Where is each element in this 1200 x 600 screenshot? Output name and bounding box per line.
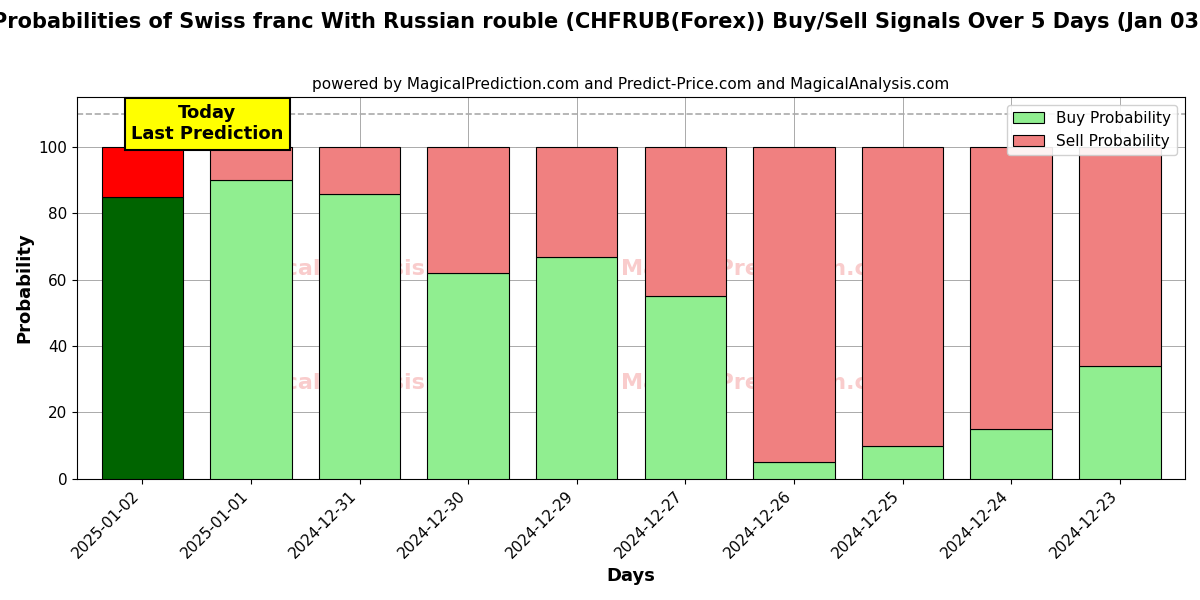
- Bar: [644, 296, 726, 479]
- Bar: [536, 257, 618, 479]
- Bar: [754, 147, 835, 462]
- Bar: [210, 180, 292, 479]
- Bar: [210, 147, 292, 180]
- Bar: [427, 273, 509, 479]
- Bar: [536, 147, 618, 257]
- Bar: [319, 194, 401, 479]
- Bar: [319, 147, 401, 194]
- Bar: [862, 446, 943, 479]
- Title: powered by MagicalPrediction.com and Predict-Price.com and MagicalAnalysis.com: powered by MagicalPrediction.com and Pre…: [312, 77, 949, 92]
- Text: MagicalPrediction.com: MagicalPrediction.com: [622, 373, 907, 394]
- Bar: [102, 147, 184, 197]
- X-axis label: Days: Days: [607, 567, 655, 585]
- Text: Probabilities of Swiss franc With Russian rouble (CHFRUB(Forex)) Buy/Sell Signal: Probabilities of Swiss franc With Russia…: [0, 12, 1200, 32]
- Bar: [1079, 366, 1160, 479]
- Bar: [427, 147, 509, 273]
- Text: MagicalAnalysis.com: MagicalAnalysis.com: [223, 259, 485, 279]
- Bar: [754, 462, 835, 479]
- Bar: [971, 429, 1052, 479]
- Text: MagicalPrediction.com: MagicalPrediction.com: [622, 259, 907, 279]
- Legend: Buy Probability, Sell Probability: Buy Probability, Sell Probability: [1007, 105, 1177, 155]
- Text: MagicalAnalysis.com: MagicalAnalysis.com: [223, 373, 485, 394]
- Bar: [862, 147, 943, 446]
- Bar: [1079, 147, 1160, 366]
- Bar: [102, 197, 184, 479]
- Bar: [644, 147, 726, 296]
- Y-axis label: Probability: Probability: [14, 233, 32, 343]
- Bar: [971, 147, 1052, 429]
- Text: Today
Last Prediction: Today Last Prediction: [131, 104, 283, 143]
